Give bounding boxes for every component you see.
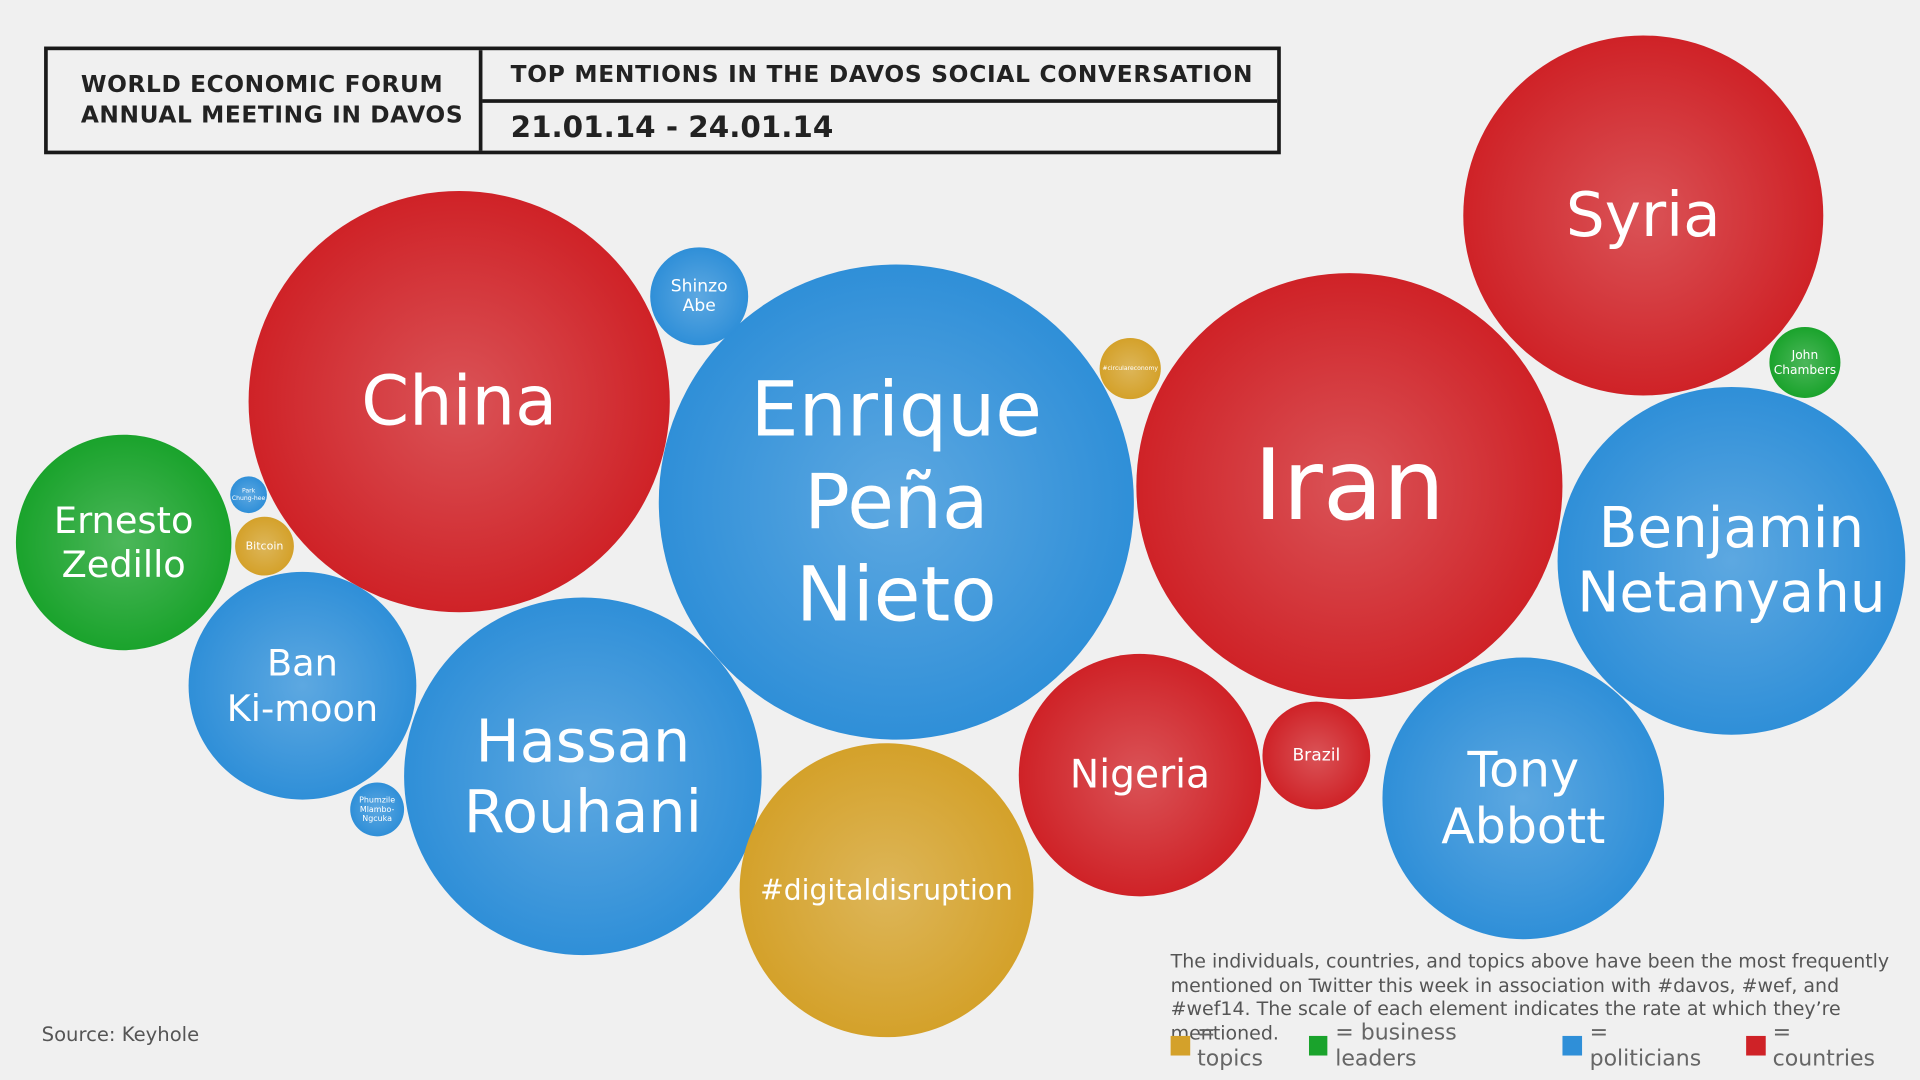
bubble-label-ban-ki-moon: Ban xyxy=(267,641,338,684)
bubble-label-phumzile-mlambo-ngcuka: Phumzile xyxy=(359,796,395,805)
bubble-label-iran: Iran xyxy=(1254,429,1445,543)
bubble-circle-ernesto-zedillo xyxy=(15,434,232,651)
bubble-label-hassan-rouhani: Rouhani xyxy=(464,777,702,846)
bubble-circle-enrique-pe-a-nieto xyxy=(658,264,1134,740)
bubble-label-ban-ki-moon: Ki-moon xyxy=(227,687,379,730)
bubble-label-shinzo-abe: Shinzo xyxy=(671,276,728,296)
footnote: The individuals, countries, and topics a… xyxy=(1170,950,1890,1044)
header-box: WORLD ECONOMIC FORUM ANNUAL MEETING IN D… xyxy=(44,46,1281,155)
bubble-label-benjamin-netanyahu: Benjamin xyxy=(1599,496,1864,561)
legend-swatch-countries xyxy=(1746,1035,1766,1056)
bubble-circle-iran xyxy=(1136,273,1563,700)
bubble-circle-hassan-rouhani xyxy=(404,597,762,956)
bubble-circulareconomy: #circulareconomy xyxy=(1099,337,1161,400)
org-line-1: WORLD ECONOMIC FORUM xyxy=(80,71,444,98)
bubble-circle-circulareconomy xyxy=(1099,337,1161,400)
bubble-label-john-chambers: Chambers xyxy=(1774,363,1836,377)
bubble-label-ernesto-zedillo: Ernesto xyxy=(54,499,194,542)
bubble-label-phumzile-mlambo-ngcuka: Mlambo- xyxy=(360,805,395,814)
bubble-circle-china xyxy=(248,191,670,613)
legend-swatch-topics xyxy=(1170,1035,1190,1056)
bubble-syria: Syria xyxy=(1463,35,1824,396)
bubble-label-shinzo-abe: Abe xyxy=(683,296,716,316)
bubble-china: China xyxy=(248,191,670,613)
bubble-label-china: China xyxy=(361,362,557,442)
bubble-circle-brazil xyxy=(1262,701,1371,810)
bubble-label-hassan-rouhani: Hassan xyxy=(476,707,691,776)
bubble-bitcoin: Bitcoin xyxy=(235,516,294,576)
date-range: 21.01.14 - 24.01.14 xyxy=(510,109,834,144)
bubble-nigeria: Nigeria xyxy=(1018,653,1262,897)
bubble-iran: Iran xyxy=(1136,273,1563,700)
bubble-label-syria: Syria xyxy=(1566,180,1721,251)
bubble-label-park-chung-hee: Chung-hee xyxy=(232,495,266,502)
bubble-circle-ban-ki-moon xyxy=(188,571,417,800)
bubble-label-enrique-pe-a-nieto: Nieto xyxy=(796,551,997,639)
org-line-2: ANNUAL MEETING IN DAVOS xyxy=(80,101,464,129)
bubble-circle-park-chung-hee xyxy=(230,476,267,514)
legend-label-topics: = topics xyxy=(1197,1020,1264,1072)
bubble-circle-tony-abbott xyxy=(1382,657,1665,940)
bubble-circle-benjamin-netanyahu xyxy=(1557,386,1906,735)
bubble-label-enrique-pe-a-nieto: Enrique xyxy=(751,365,1042,453)
bubble-label-brazil: Brazil xyxy=(1292,746,1340,766)
legend-label-business-leaders: = business leaders xyxy=(1335,1020,1457,1072)
bubble-circle-john-chambers xyxy=(1769,326,1841,398)
bubble-label-john-chambers: John xyxy=(1791,348,1819,362)
bubble-brazil: Brazil xyxy=(1262,701,1371,810)
bubble-label-phumzile-mlambo-ngcuka: Ngcuka xyxy=(362,814,392,823)
bubble-label-tony-abbott: Tony xyxy=(1466,742,1579,799)
bubble-circle-digitaldisruption xyxy=(739,743,1034,1038)
bubble-circle-nigeria xyxy=(1018,653,1262,897)
source-note: Source: Keyhole xyxy=(41,1022,200,1046)
legend-label-countries: = countries xyxy=(1772,1020,1876,1072)
organization-title: WORLD ECONOMIC FORUM ANNUAL MEETING IN D… xyxy=(48,50,483,151)
legend-item-countries: = countries xyxy=(1746,1020,1898,1071)
legend-item-business-leaders: = business leaders xyxy=(1308,1020,1541,1072)
bubble-label-enrique-pe-a-nieto: Peña xyxy=(804,458,988,546)
bubble-circle-phumzile-mlambo-ngcuka xyxy=(350,782,405,837)
bubble-label-tony-abbott: Abbott xyxy=(1441,798,1605,855)
bubble-digitaldisruption: #digitaldisruption xyxy=(739,743,1034,1038)
bubble-label-ernesto-zedillo: Zedillo xyxy=(62,543,186,586)
legend-swatch-business-leaders xyxy=(1308,1035,1328,1056)
bubble-label-digitaldisruption: #digitaldisruption xyxy=(760,874,1013,907)
bubble-circle-syria xyxy=(1463,35,1824,396)
legend-item-topics: = topics xyxy=(1170,1020,1287,1072)
legend-swatch-politicians xyxy=(1563,1035,1583,1056)
chart-title: TOP MENTIONS IN THE DAVOS SOCIAL CONVERS… xyxy=(482,50,1278,103)
bubble-label-nigeria: Nigeria xyxy=(1070,753,1210,798)
legend: = topics = business leaders = politician… xyxy=(1170,1020,1920,1071)
bubble-label-circulareconomy: #circulareconomy xyxy=(1102,365,1158,372)
legend-item-politicians: = politicians xyxy=(1563,1020,1724,1071)
bubble-circle-shinzo-abe xyxy=(650,247,749,346)
bubble-label-bitcoin: Bitcoin xyxy=(246,540,284,553)
bubble-circle-bitcoin xyxy=(235,516,294,576)
bubble-label-park-chung-hee: Park xyxy=(242,488,256,495)
legend-label-politicians: = politicians xyxy=(1589,1020,1702,1072)
bubble-label-benjamin-netanyahu: Netanyahu xyxy=(1577,561,1885,626)
